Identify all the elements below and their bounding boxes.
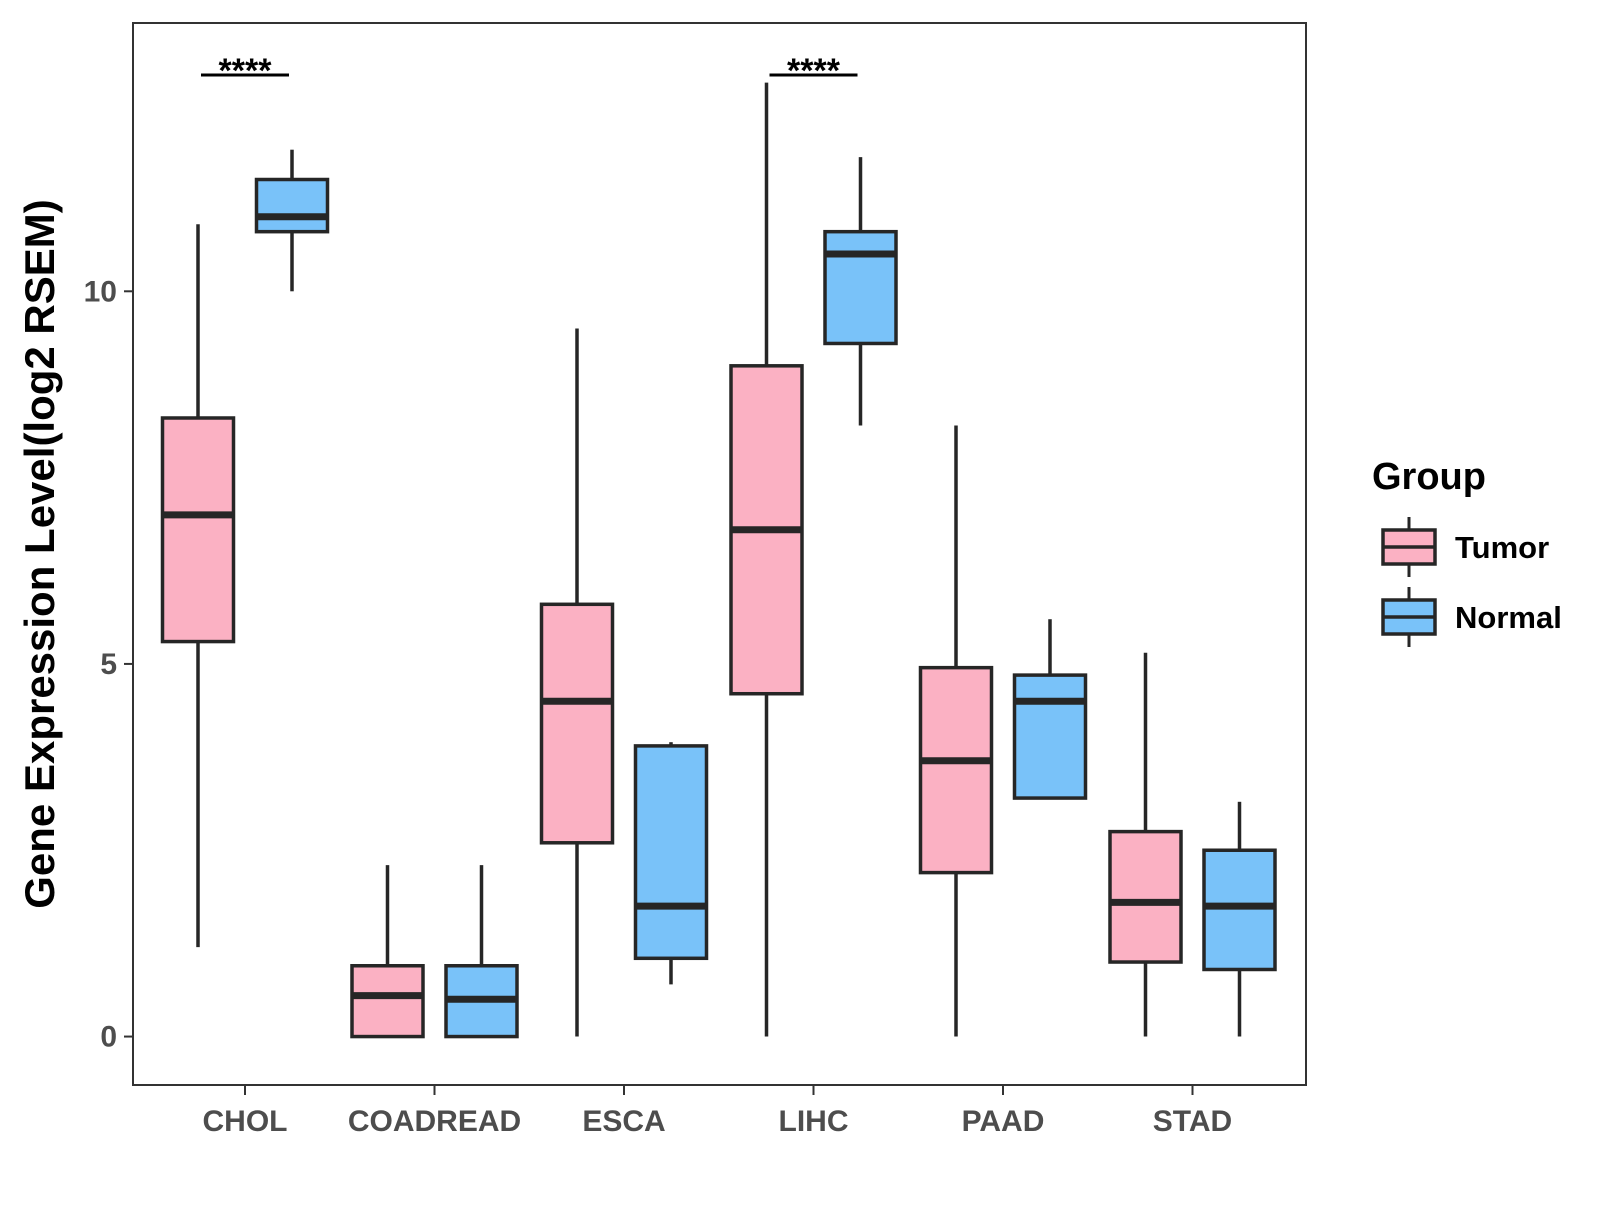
box-iqr-normal-lihc (823, 229, 898, 346)
box-iqr-tumor-chol (160, 416, 236, 644)
x-tick-label-stad: STAD (1153, 1105, 1232, 1138)
box-tumor-coadread (350, 865, 425, 1039)
box-iqr-tumor-stad (1108, 829, 1183, 964)
box-iqr-normal-paad (1012, 673, 1088, 800)
x-axis: CHOL COADREAD ESCA LIHC PAAD STAD (203, 1085, 1232, 1138)
y-tick-label-10: 10 (84, 275, 117, 308)
box-iqr-normal-stad (1202, 848, 1277, 972)
significance-annotations: **** **** (201, 52, 858, 90)
box-tumor-esca (539, 328, 615, 1037)
box-normal-esca (633, 742, 709, 985)
box-iqr-normal-chol (254, 177, 330, 234)
y-axis: 0 5 10 (84, 275, 133, 1054)
x-tick-label-lihc: LIHC (779, 1105, 849, 1138)
box-tumor-chol (160, 224, 236, 948)
box-normal-lihc (823, 157, 898, 426)
x-tick-label-esca: ESCA (582, 1105, 665, 1138)
legend: Group Tumor Normal (1372, 456, 1562, 647)
box-tumor-paad (918, 425, 994, 1037)
x-tick-label-coadread: COADREAD (348, 1105, 521, 1138)
box-normal-paad (1012, 619, 1088, 800)
box-normal-stad (1202, 801, 1277, 1037)
box-tumor-stad (1108, 652, 1183, 1037)
x-tick-label-chol: CHOL (203, 1105, 288, 1138)
x-tick-label-paad: PAAD (962, 1105, 1045, 1138)
box-iqr-tumor-paad (918, 665, 994, 875)
boxes-layer (160, 82, 1277, 1039)
legend-label-normal: Normal (1455, 600, 1562, 635)
box-iqr-normal-esca (633, 744, 709, 961)
legend-item-normal: Normal (1381, 587, 1562, 647)
sig-label-lihc: **** (787, 52, 841, 90)
y-axis-title: Gene Expression Level(log2 RSEM) (16, 199, 63, 909)
plot-panel-border (132, 22, 1307, 1086)
legend-title: Group (1372, 456, 1486, 498)
box-iqr-tumor-esca (539, 602, 615, 845)
box-normal-coadread (444, 865, 519, 1039)
sig-label-chol: **** (219, 52, 273, 90)
y-tick-label-5: 5 (100, 648, 117, 681)
box-normal-chol (254, 149, 330, 292)
legend-label-tumor: Tumor (1455, 530, 1549, 565)
legend-item-tumor: Tumor (1381, 517, 1549, 577)
box-tumor-lihc (729, 82, 804, 1037)
y-tick-label-0: 0 (100, 1021, 117, 1054)
box-iqr-tumor-coadread (350, 964, 425, 1039)
